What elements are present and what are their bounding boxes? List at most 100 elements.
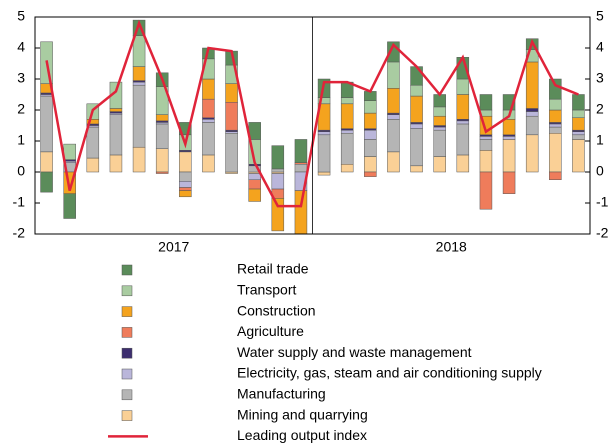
y2-tick-label: 2: [596, 101, 604, 117]
bar-segment: [549, 133, 562, 173]
bar-segment: [340, 129, 354, 134]
bar-segment: [479, 94, 493, 111]
bar-segment: [248, 188, 261, 202]
bar-segment: [572, 134, 585, 140]
bar-segment: [63, 193, 76, 219]
bar-segment: [410, 84, 423, 97]
bar-segment: [40, 171, 53, 193]
bar-segment: [225, 133, 238, 173]
bar-segment: [479, 136, 493, 140]
bar-segment: [40, 95, 53, 153]
legend-label: Construction: [237, 302, 316, 318]
bar-segment: [179, 151, 192, 173]
bar-segment: [433, 129, 446, 157]
bar-segment: [202, 98, 215, 119]
bar-segment: [294, 139, 308, 163]
bar-segment: [364, 156, 377, 173]
bar-segment: [364, 112, 377, 129]
bar-segment: [155, 114, 169, 122]
bar-segment: [364, 129, 377, 140]
bar-segment: [202, 119, 215, 123]
legend-swatch: [121, 347, 133, 359]
bar-segment: [410, 123, 423, 129]
bar-segment: [86, 126, 100, 159]
bar-segment: [410, 95, 423, 123]
bar-segment: [317, 131, 331, 136]
y-tick-label: 3: [17, 70, 25, 86]
y-tick-label: 0: [17, 163, 25, 179]
bar-segment: [179, 171, 192, 182]
bar-segment: [549, 98, 562, 111]
bar-segment: [387, 119, 400, 153]
bar-segment: [294, 190, 308, 234]
bar-segment: [433, 126, 446, 131]
bar-segment: [502, 139, 516, 173]
bar-segment: [572, 131, 585, 136]
bar-segment: [271, 173, 285, 190]
legend-label: Manufacturing: [237, 386, 326, 402]
bar-segment: [179, 187, 192, 191]
bar-segment: [502, 171, 516, 194]
plot-area: [40, 19, 585, 234]
bar-segment: [317, 171, 331, 176]
bar-segment: [502, 136, 516, 140]
bar-segment: [364, 139, 377, 157]
bar-segment: [456, 154, 470, 173]
bar-segment: [132, 146, 146, 173]
y2-tick-label: 1: [596, 132, 604, 148]
bar-segment: [525, 108, 539, 112]
legend-label: Mining and quarrying: [237, 406, 368, 422]
bar-segment: [109, 154, 123, 173]
y2-tick-label: -1: [596, 194, 609, 210]
bar-segment: [572, 94, 585, 111]
bar-segment: [525, 111, 539, 117]
bar-segment: [456, 78, 470, 95]
bar-segment: [179, 181, 192, 188]
bar-segment: [271, 145, 285, 170]
bar-segment: [109, 114, 123, 156]
y-tick-label: 5: [17, 8, 25, 24]
x-group-label: 2017: [158, 239, 189, 255]
bar-segment: [132, 66, 146, 81]
x-group-label: 2018: [436, 239, 467, 255]
bar-segment: [410, 165, 423, 173]
bar-segment: [340, 164, 354, 173]
bar-segment: [132, 84, 146, 148]
bar-segment: [387, 61, 400, 89]
bar-segment: [179, 190, 192, 198]
legend-label: Agriculture: [237, 323, 304, 339]
y2-tick-label: 4: [596, 39, 604, 55]
legend-swatch: [121, 368, 133, 380]
bar-segment: [155, 123, 169, 149]
bar-segment: [340, 103, 354, 129]
bar-segment: [479, 171, 493, 210]
bar-segment: [202, 154, 215, 173]
bar-segment: [317, 134, 331, 173]
bar-segment: [572, 117, 585, 131]
y2-tick-label: 3: [596, 70, 604, 86]
bar-segment: [86, 157, 100, 173]
bar-segment: [549, 171, 562, 180]
bar-segment: [479, 139, 493, 151]
bar-segment: [271, 168, 285, 173]
legend-label: Water supply and waste management: [237, 344, 472, 360]
y2-tick-label: 0: [596, 163, 604, 179]
legend-label: Retail trade: [237, 261, 309, 277]
y-tick-label: -1: [13, 194, 26, 210]
bar-segment: [387, 114, 400, 120]
bar-segment: [340, 97, 354, 105]
legend-label: Transport: [237, 282, 297, 298]
legend-swatch: [121, 264, 133, 276]
bar-segment: [433, 106, 446, 117]
bar-segment: [572, 109, 585, 118]
bar-segment: [364, 100, 377, 114]
bar-segment: [132, 35, 146, 67]
bar-segment: [225, 83, 238, 103]
bar-segment: [248, 179, 261, 190]
bar-segment: [248, 173, 261, 181]
bar-segment: [549, 126, 562, 134]
bar-segment: [271, 198, 285, 232]
bar-segment: [433, 156, 446, 173]
bar-segment: [410, 128, 423, 167]
